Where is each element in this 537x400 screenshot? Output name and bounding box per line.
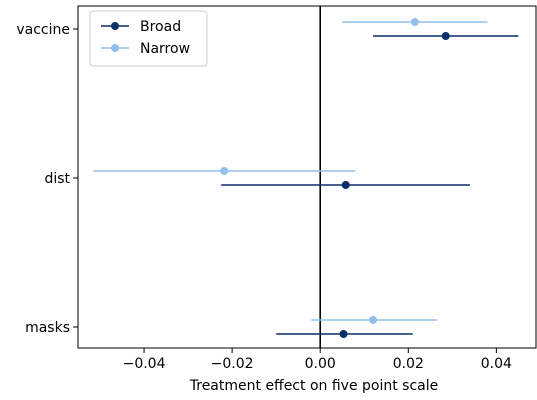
point-broad-masks	[339, 330, 348, 338]
legend-narrow-label: Narrow	[140, 41, 190, 57]
y-tick-label-dist: dist	[44, 171, 70, 187]
legend: Broad Narrow	[89, 10, 208, 67]
x-tick-label: −0.04	[123, 356, 166, 372]
x-tick-label: −0.02	[211, 356, 254, 372]
legend-narrow-marker	[111, 44, 119, 52]
x-axis-label: Treatment effect on five point scale	[189, 378, 438, 394]
x-tick-label: 0.00	[305, 356, 336, 372]
y-tick-label-vaccine: vaccine	[16, 22, 70, 38]
y-tick-label-masks: masks	[25, 320, 70, 336]
x-tick-label: 0.02	[393, 356, 424, 372]
point-broad-vaccine	[441, 32, 450, 40]
legend-frame	[89, 10, 208, 67]
x-tick-label: 0.04	[481, 356, 512, 372]
legend-broad-marker	[111, 22, 119, 30]
point-narrow-masks	[369, 316, 378, 324]
legend-broad-label: Broad	[140, 19, 181, 35]
point-broad-dist	[341, 181, 350, 189]
point-narrow-dist	[220, 167, 229, 175]
point-narrow-vaccine	[410, 18, 419, 26]
plot-area-border	[77, 5, 537, 349]
